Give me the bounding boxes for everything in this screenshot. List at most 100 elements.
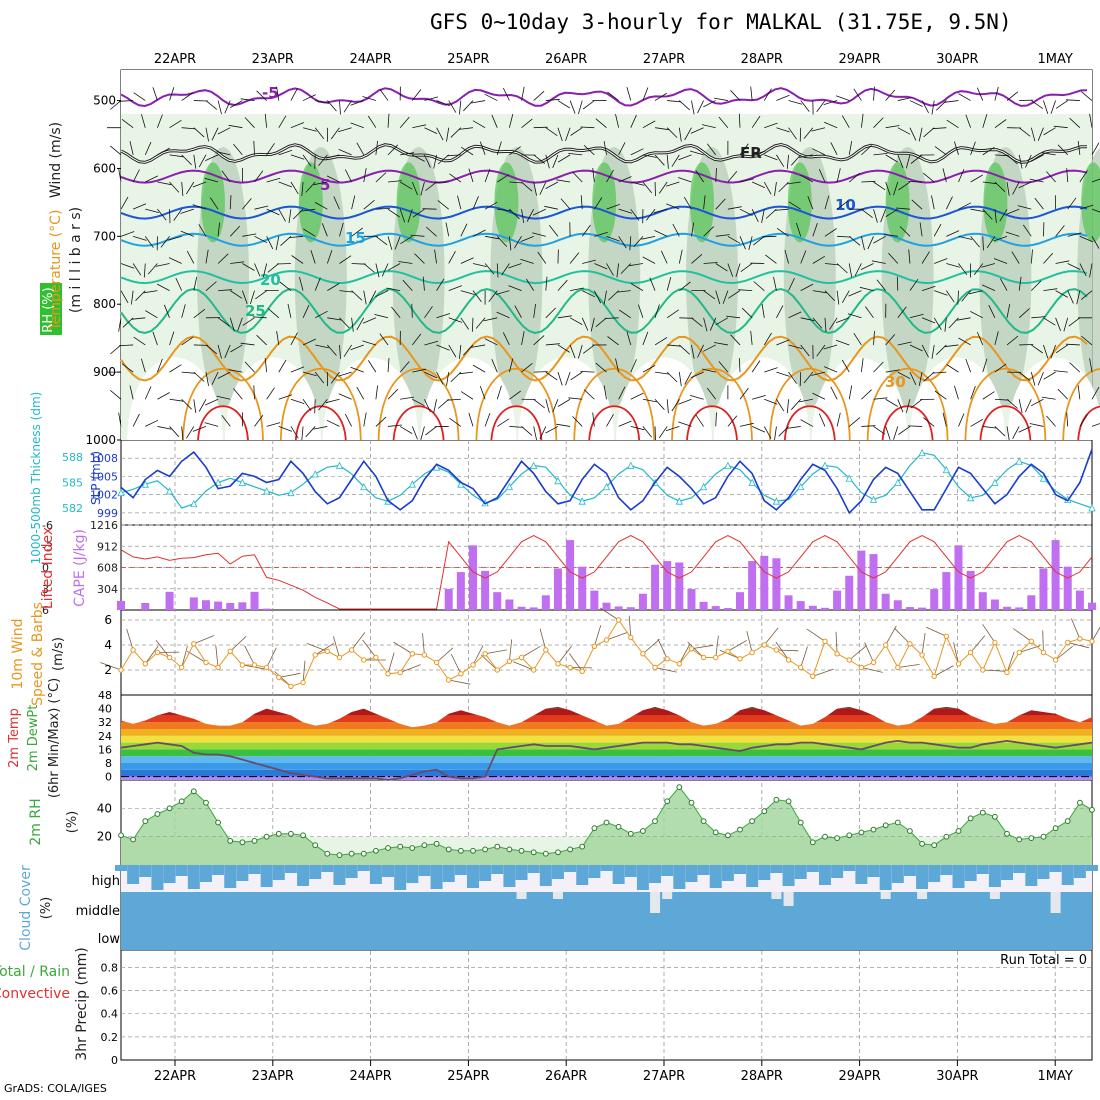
rh-marker — [555, 849, 561, 856]
wind-barb — [290, 122, 305, 129]
wind-speed-marker — [579, 668, 585, 674]
cloud-high-bar — [576, 865, 589, 885]
wind-barb — [545, 127, 558, 137]
wind-barb-10m — [362, 639, 377, 658]
wind-barb — [1057, 144, 1069, 156]
wind-barb — [313, 426, 328, 430]
wind-barb — [545, 426, 559, 434]
page-title: GFS 0~10day 3-hourly for MALKAL (31.75E,… — [430, 10, 1012, 34]
wind-barb — [521, 426, 533, 436]
cloud-mid-gap — [516, 892, 527, 899]
cloud-high-bar — [479, 865, 492, 881]
isotherm — [120, 270, 1088, 285]
wind-barb — [836, 263, 848, 274]
wind-barb — [545, 371, 558, 381]
rh-marker — [700, 818, 707, 824]
wind-barb — [714, 97, 728, 101]
wind-barb — [823, 100, 838, 105]
wind-speed-marker — [446, 677, 452, 683]
wind-barb — [496, 385, 502, 400]
wind-barb — [970, 311, 983, 319]
wind-barb — [526, 208, 535, 222]
isotherm-warm-arc — [279, 368, 362, 441]
wind-barb — [459, 371, 474, 375]
wind-speed-marker — [761, 642, 767, 648]
cape-bar — [226, 603, 235, 610]
thickness-line-marker — [214, 478, 222, 486]
wind-barb — [715, 290, 721, 305]
wind-barb-10m — [1055, 645, 1073, 661]
isotherm-hot-arc — [294, 405, 347, 441]
temp-band — [121, 715, 1092, 723]
li-tick-label: 0 — [42, 562, 49, 575]
wind-barb — [290, 366, 305, 373]
wind-barb — [301, 426, 304, 441]
wind-barb — [976, 87, 984, 101]
wind-barb — [565, 371, 571, 386]
wind-barb — [718, 116, 729, 128]
wind-barb — [448, 100, 457, 113]
wind-barb — [302, 94, 316, 101]
rh-marker — [579, 843, 586, 850]
cloud-high-bar — [916, 865, 929, 889]
wind-barb — [233, 388, 243, 400]
wind-barb — [302, 304, 310, 318]
credit-text: GrADS: COLA/IGES — [4, 1082, 107, 1095]
thickness-line-marker — [1088, 504, 1096, 512]
rh-marker — [397, 843, 404, 850]
cape-bar — [201, 600, 210, 610]
wind-barb — [934, 146, 947, 156]
cape-bar — [784, 595, 793, 610]
thickness-tick-label: 588 — [62, 451, 83, 464]
wind-barb — [205, 100, 218, 110]
cloud-mid-gap — [783, 892, 794, 906]
thickness-line-marker — [942, 465, 950, 474]
rh-marker — [239, 839, 246, 846]
temp-tick-label: 0 — [105, 771, 112, 784]
wind-barb — [533, 181, 537, 196]
date-label-top: 24APR — [349, 52, 391, 67]
rh-marker — [652, 818, 658, 824]
wind-barb — [933, 317, 942, 331]
wind-barb — [318, 399, 328, 411]
thickness-line-marker — [165, 487, 174, 495]
wind-barb — [350, 366, 364, 373]
cape-bar — [638, 593, 647, 610]
wind-barb — [671, 154, 680, 167]
wind-barb — [583, 145, 595, 156]
wind-barb — [363, 412, 367, 427]
wind-barb — [557, 100, 571, 109]
cloud-high-bar — [673, 865, 686, 889]
wind-speed-marker — [433, 659, 440, 666]
cape-bar — [651, 564, 660, 610]
wind-barb — [250, 290, 255, 305]
wind-barb — [356, 317, 365, 331]
cloud-high-bar — [588, 865, 601, 878]
temp-band — [121, 742, 1092, 750]
wind-speed-marker — [227, 648, 233, 654]
wind-barb — [695, 414, 704, 427]
cloud-high-bar — [175, 865, 188, 876]
cape-bar — [675, 562, 684, 610]
wind-barb — [420, 181, 425, 196]
upper-wind-label: Wind (m/s) — [48, 122, 64, 198]
wind-barb — [425, 181, 437, 191]
wind-barb — [446, 372, 450, 386]
wind-barb — [302, 371, 317, 377]
wind-barb — [864, 306, 874, 319]
wind-speed-marker — [615, 617, 622, 623]
precip-tick-label: 0.8 — [101, 961, 119, 974]
thickness-line-marker — [190, 499, 198, 508]
wind-speed-marker — [166, 654, 173, 661]
pressure-tick-label: 800 — [93, 297, 116, 311]
thickness-line-marker — [141, 480, 149, 488]
wind-speed-marker — [1052, 657, 1059, 663]
wind-barb — [718, 361, 729, 373]
wind-barb — [216, 395, 231, 400]
wind-barb — [436, 313, 451, 319]
wind-barb — [582, 259, 596, 264]
rh-marker — [822, 833, 828, 840]
wind-barb — [1025, 154, 1032, 168]
wind-barb — [630, 208, 640, 221]
wind-barb — [958, 202, 972, 210]
